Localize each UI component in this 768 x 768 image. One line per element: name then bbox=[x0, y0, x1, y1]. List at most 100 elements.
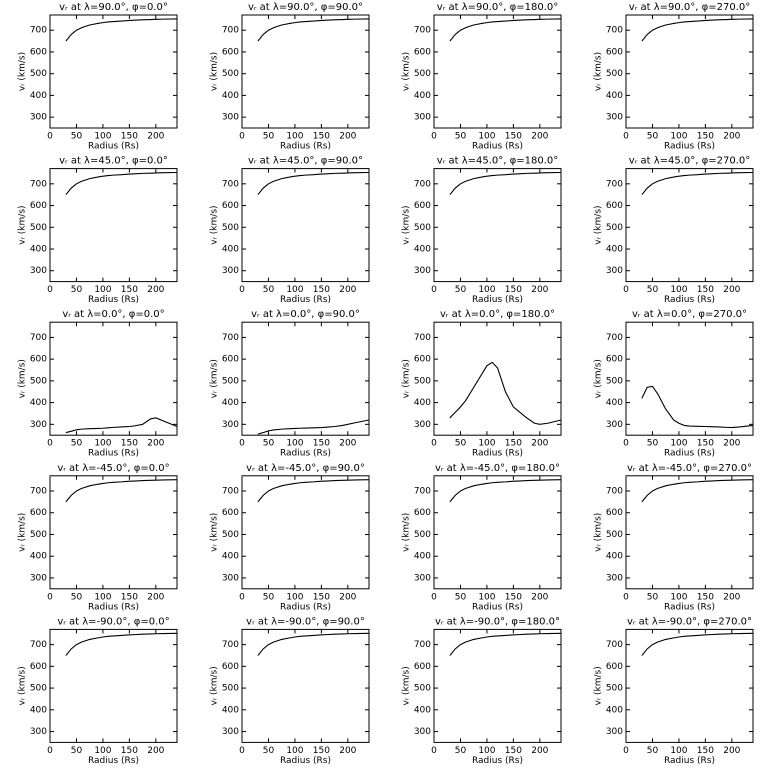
x-tick-label: 200 bbox=[339, 439, 356, 449]
chart-title: vᵣ at λ=45.0°, φ=90.0° bbox=[248, 156, 363, 167]
x-tick-label: 0 bbox=[47, 746, 53, 756]
y-tick-label: 700 bbox=[414, 487, 431, 497]
x-axis-label: Radius (Rs) bbox=[88, 142, 139, 152]
data-line bbox=[641, 385, 754, 429]
y-tick-label: 400 bbox=[222, 552, 239, 562]
y-axis-label: vᵣ (km/s) bbox=[18, 205, 28, 244]
y-tick-label: 400 bbox=[30, 91, 47, 101]
x-tick-label: 100 bbox=[286, 746, 303, 756]
chart-title: vᵣ at λ=-45.0°, φ=180.0° bbox=[435, 463, 560, 474]
y-tick-label: 300 bbox=[30, 727, 47, 737]
chart-title: vᵣ at λ=-90.0°, φ=270.0° bbox=[627, 616, 752, 627]
plot-frame bbox=[433, 14, 562, 129]
y-tick-label: 600 bbox=[30, 508, 47, 518]
x-tick-label: 150 bbox=[121, 439, 138, 449]
x-tick-label: 100 bbox=[478, 746, 495, 756]
x-tick-label: 100 bbox=[670, 439, 687, 449]
y-tick-label: 300 bbox=[30, 420, 47, 430]
y-tick-label: 700 bbox=[30, 640, 47, 650]
x-tick-label: 100 bbox=[478, 592, 495, 602]
x-axis-label: Radius (Rs) bbox=[664, 449, 715, 459]
data-line bbox=[449, 479, 562, 503]
chart-title: vᵣ at λ=0.0°, φ=90.0° bbox=[251, 309, 360, 320]
y-tick-label: 500 bbox=[606, 223, 623, 233]
y-tick-label: 600 bbox=[222, 355, 239, 365]
x-tick-label: 50 bbox=[263, 285, 275, 295]
plot-frame bbox=[49, 475, 178, 590]
x-tick-label: 0 bbox=[239, 439, 245, 449]
x-tick-label: 200 bbox=[147, 285, 164, 295]
x-tick-label: 50 bbox=[263, 439, 275, 449]
x-tick-label: 150 bbox=[313, 746, 330, 756]
x-tick-label: 0 bbox=[431, 746, 437, 756]
y-tick-label: 700 bbox=[606, 487, 623, 497]
x-axis-label: Radius (Rs) bbox=[664, 142, 715, 152]
x-tick-label: 200 bbox=[723, 746, 740, 756]
panel: vᵣ at λ=0.0°, φ=270.0° 0 50 100 150 200 300 400… bbox=[594, 309, 754, 459]
chart-title: vᵣ at λ=45.0°, φ=0.0° bbox=[59, 156, 168, 167]
y-tick-label: 700 bbox=[414, 333, 431, 343]
y-tick-label: 400 bbox=[222, 245, 239, 255]
y-axis-label: vᵣ (km/s) bbox=[18, 666, 28, 705]
chart-title: vᵣ at λ=45.0°, φ=270.0° bbox=[629, 156, 750, 167]
x-tick-label: 0 bbox=[239, 592, 245, 602]
x-tick-label: 50 bbox=[263, 746, 275, 756]
y-tick-label: 600 bbox=[606, 662, 623, 672]
x-tick-label: 150 bbox=[121, 746, 138, 756]
x-tick-label: 200 bbox=[147, 439, 164, 449]
x-tick-label: 50 bbox=[455, 132, 467, 142]
x-tick-label: 150 bbox=[313, 132, 330, 142]
data-line bbox=[449, 171, 562, 196]
y-tick-label: 600 bbox=[30, 47, 47, 57]
x-tick-label: 0 bbox=[431, 132, 437, 142]
y-tick-label: 600 bbox=[30, 201, 47, 211]
y-tick-label: 600 bbox=[222, 201, 239, 211]
y-tick-label: 600 bbox=[606, 355, 623, 365]
x-tick-label: 150 bbox=[121, 285, 138, 295]
plot-frame bbox=[625, 475, 754, 590]
x-axis-label: Radius (Rs) bbox=[472, 602, 523, 612]
plot-frame bbox=[241, 321, 370, 436]
data-line bbox=[65, 417, 178, 434]
plot-frame bbox=[625, 14, 754, 129]
y-tick-label: 400 bbox=[606, 91, 623, 101]
y-tick-label: 400 bbox=[222, 91, 239, 101]
panel: vᵣ at λ=45.0°, φ=270.0° 0 50 100 150 200 300 40… bbox=[594, 156, 754, 305]
y-tick-label: 700 bbox=[30, 487, 47, 497]
x-tick-label: 100 bbox=[478, 439, 495, 449]
x-tick-label: 100 bbox=[286, 132, 303, 142]
x-tick-label: 50 bbox=[647, 592, 659, 602]
y-tick-label: 400 bbox=[606, 705, 623, 715]
x-tick-label: 50 bbox=[455, 592, 467, 602]
x-tick-label: 100 bbox=[478, 285, 495, 295]
panel: vᵣ at λ=90.0°, φ=270.0° 0 50 100 150 200 300 40… bbox=[594, 2, 754, 152]
x-tick-label: 50 bbox=[455, 285, 467, 295]
panel: vᵣ at λ=-45.0°, φ=270.0° 0 50 100 150 200 300 4… bbox=[594, 463, 754, 612]
chart-title: vᵣ at λ=-90.0°, φ=180.0° bbox=[435, 616, 560, 627]
y-tick-label: 400 bbox=[414, 552, 431, 562]
x-tick-label: 0 bbox=[47, 132, 53, 142]
y-axis-label: vᵣ (km/s) bbox=[594, 52, 604, 91]
x-tick-label: 0 bbox=[623, 285, 629, 295]
x-axis-label: Radius (Rs) bbox=[280, 142, 331, 152]
x-tick-label: 200 bbox=[723, 592, 740, 602]
x-tick-label: 150 bbox=[313, 439, 330, 449]
data-line bbox=[65, 632, 178, 656]
panel: vᵣ at λ=90.0°, φ=90.0° 0 50 100 150 200 300 400… bbox=[210, 2, 370, 152]
x-tick-label: 100 bbox=[286, 285, 303, 295]
x-tick-label: 100 bbox=[286, 592, 303, 602]
x-tick-label: 150 bbox=[313, 592, 330, 602]
y-axis-label: vᵣ (km/s) bbox=[402, 52, 412, 91]
y-tick-label: 400 bbox=[414, 398, 431, 408]
x-tick-label: 100 bbox=[670, 285, 687, 295]
x-tick-label: 200 bbox=[147, 746, 164, 756]
x-axis-label: Radius (Rs) bbox=[280, 756, 331, 766]
y-tick-label: 500 bbox=[30, 69, 47, 79]
y-tick-label: 600 bbox=[606, 508, 623, 518]
y-axis-label: vᵣ (km/s) bbox=[594, 666, 604, 705]
y-tick-label: 300 bbox=[222, 420, 239, 430]
data-line bbox=[257, 632, 370, 656]
x-tick-label: 50 bbox=[647, 132, 659, 142]
y-tick-label: 300 bbox=[606, 266, 623, 276]
x-tick-label: 100 bbox=[94, 439, 111, 449]
